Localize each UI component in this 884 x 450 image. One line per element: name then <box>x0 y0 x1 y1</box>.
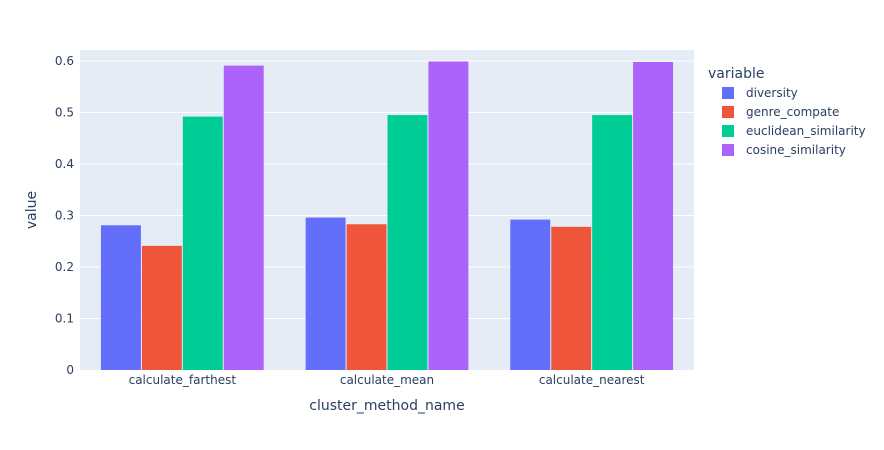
y-tick-label: 0.5 <box>55 105 74 119</box>
legend-label: euclidean_similarity <box>746 124 866 138</box>
bars <box>100 61 674 371</box>
legend-swatch <box>722 106 734 118</box>
x-axis-ticks: calculate_farthest calculate_mean calculat… <box>129 373 645 387</box>
legend-items[interactable]: diversity genre_compate euclidean_similari… <box>722 86 866 157</box>
x-tick-label: calculate_farthest <box>129 373 237 387</box>
bar-genre_compate-calculate_farthest[interactable] <box>141 245 182 370</box>
y-tick-label: 0.2 <box>55 260 74 274</box>
legend-swatch <box>722 144 734 156</box>
bar-euclidean_similarity-calculate_farthest[interactable] <box>182 116 223 370</box>
legend[interactable]: variable diversity genre_compate euclidean… <box>708 66 866 157</box>
legend-label: diversity <box>746 86 798 100</box>
gridlines <box>80 60 694 319</box>
y-tick-label: 0.1 <box>55 311 74 325</box>
bar-euclidean_similarity-calculate_nearest[interactable] <box>592 115 633 371</box>
bar-genre_compate-calculate_mean[interactable] <box>346 224 387 370</box>
y-axis-ticks: 0 0.1 0.2 0.3 0.4 0.5 0.6 <box>55 54 74 377</box>
x-axis-title: cluster_method_name <box>309 398 464 414</box>
bar-cosine_similarity-calculate_mean[interactable] <box>428 61 469 370</box>
bar-diversity-calculate_farthest[interactable] <box>100 225 141 370</box>
y-axis-title: value <box>24 191 40 229</box>
bar-euclidean_similarity-calculate_mean[interactable] <box>387 115 428 371</box>
y-tick-label: 0.4 <box>55 157 74 171</box>
legend-swatch <box>722 87 734 99</box>
bar-diversity-calculate_mean[interactable] <box>305 217 346 370</box>
legend-label: cosine_similarity <box>746 143 846 157</box>
x-tick-label: calculate_mean <box>340 373 434 387</box>
legend-swatch <box>722 125 734 137</box>
bar-cosine_similarity-calculate_nearest[interactable] <box>633 62 674 371</box>
y-tick-label: 0 <box>66 363 74 377</box>
bar-cosine_similarity-calculate_farthest[interactable] <box>223 65 264 370</box>
y-tick-label: 0.3 <box>55 208 74 222</box>
x-tick-label: calculate_nearest <box>539 373 645 387</box>
legend-label: genre_compate <box>746 105 839 119</box>
legend-item-cosine_similarity[interactable]: cosine_similarity <box>722 143 846 157</box>
y-tick-label: 0.6 <box>55 54 74 68</box>
legend-item-genre_compate[interactable]: genre_compate <box>722 105 839 119</box>
plot-area <box>80 50 694 370</box>
bar-genre_compate-calculate_nearest[interactable] <box>551 226 592 370</box>
legend-title: variable <box>708 66 764 82</box>
legend-item-euclidean_similarity[interactable]: euclidean_similarity <box>722 124 866 138</box>
bar-diversity-calculate_nearest[interactable] <box>510 219 551 370</box>
legend-item-diversity[interactable]: diversity <box>722 86 798 100</box>
